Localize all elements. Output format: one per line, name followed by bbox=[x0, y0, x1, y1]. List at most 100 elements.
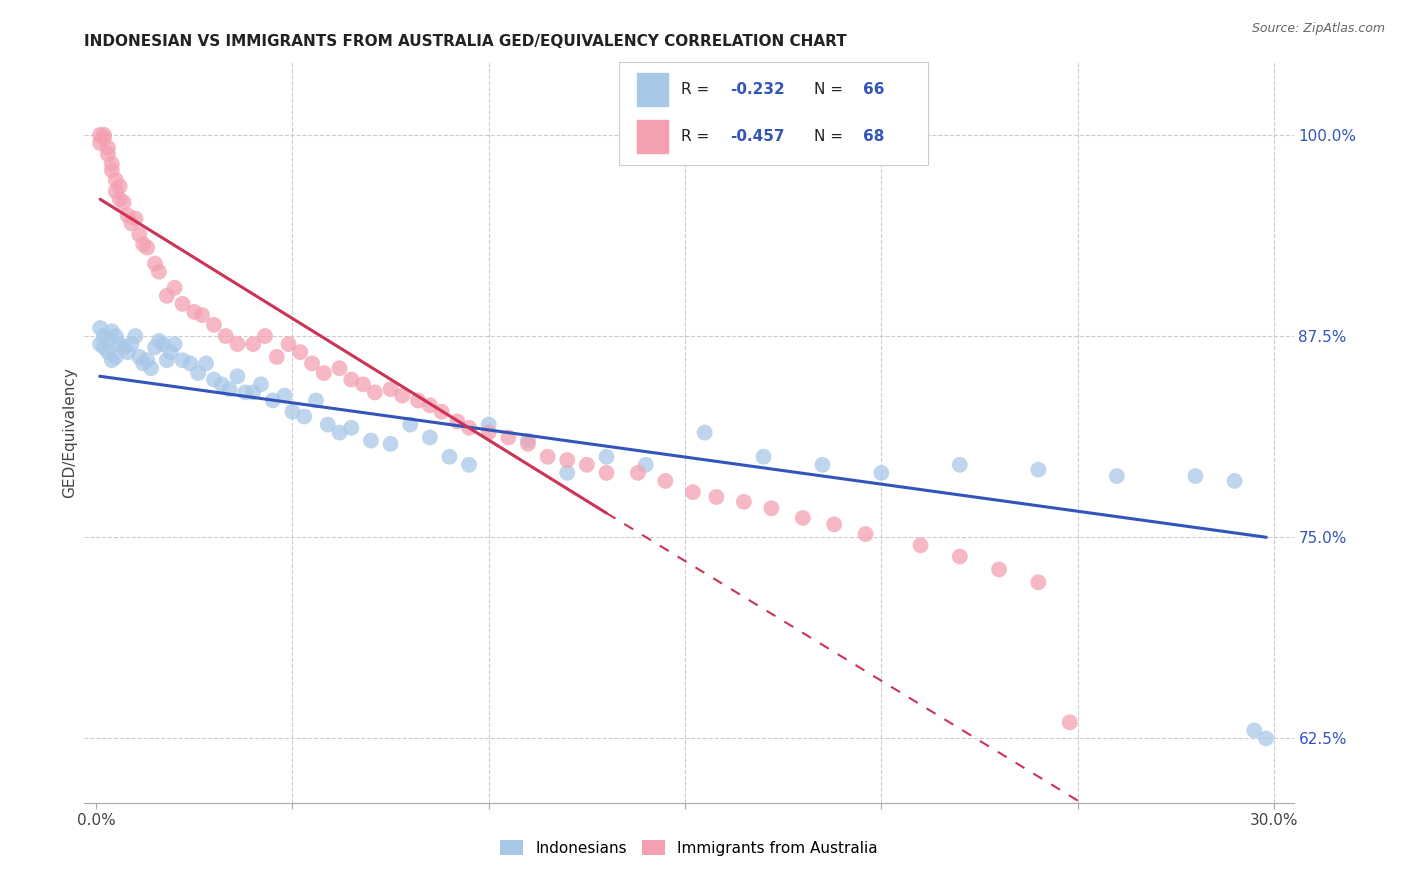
Point bbox=[406, 393, 429, 408]
Point bbox=[101, 157, 124, 171]
Point bbox=[1059, 715, 1081, 730]
Point bbox=[301, 356, 323, 370]
Point bbox=[156, 289, 179, 303]
Point bbox=[273, 389, 295, 403]
Point bbox=[132, 237, 155, 252]
Point bbox=[152, 337, 174, 351]
Text: 66: 66 bbox=[863, 81, 884, 96]
Point bbox=[328, 361, 350, 376]
Point bbox=[262, 393, 284, 408]
Point bbox=[855, 527, 877, 541]
Point bbox=[910, 538, 932, 552]
Point bbox=[136, 240, 159, 254]
Point bbox=[360, 434, 382, 448]
Point bbox=[101, 163, 124, 178]
Point bbox=[792, 511, 814, 525]
Point bbox=[163, 337, 186, 351]
Point bbox=[132, 356, 155, 370]
Point bbox=[121, 216, 143, 230]
Point bbox=[458, 421, 481, 435]
Point bbox=[627, 466, 650, 480]
Point bbox=[312, 366, 335, 380]
Bar bbox=[637, 73, 668, 105]
Text: R =: R = bbox=[681, 81, 714, 96]
Point bbox=[949, 549, 972, 564]
Point bbox=[108, 192, 131, 206]
Point bbox=[811, 458, 834, 472]
Point bbox=[634, 458, 657, 472]
Point bbox=[253, 329, 276, 343]
Point bbox=[89, 128, 111, 142]
Point bbox=[97, 334, 120, 348]
Point bbox=[226, 369, 249, 384]
Point bbox=[266, 350, 288, 364]
Point bbox=[1105, 469, 1128, 483]
Point bbox=[281, 405, 304, 419]
Point bbox=[202, 372, 225, 386]
Point bbox=[380, 437, 402, 451]
Point bbox=[195, 356, 218, 370]
Point bbox=[218, 382, 240, 396]
Point bbox=[124, 211, 146, 226]
Point bbox=[555, 453, 578, 467]
Point bbox=[89, 321, 111, 335]
Point bbox=[1223, 474, 1246, 488]
Point bbox=[104, 350, 127, 364]
Point bbox=[352, 377, 374, 392]
FancyBboxPatch shape bbox=[619, 62, 928, 165]
Point bbox=[340, 372, 363, 386]
Point bbox=[89, 136, 111, 150]
Point bbox=[693, 425, 716, 440]
Point bbox=[761, 501, 783, 516]
Point bbox=[446, 414, 468, 428]
Point bbox=[439, 450, 461, 464]
Point bbox=[226, 337, 249, 351]
Point bbox=[233, 385, 256, 400]
Point bbox=[104, 184, 127, 198]
Point bbox=[517, 437, 540, 451]
Point bbox=[1184, 469, 1206, 483]
Point bbox=[89, 337, 111, 351]
Point bbox=[1254, 731, 1277, 746]
Point bbox=[419, 398, 441, 412]
Point bbox=[555, 466, 578, 480]
Point bbox=[595, 450, 617, 464]
Point bbox=[242, 385, 264, 400]
Point bbox=[419, 430, 441, 444]
Point bbox=[136, 353, 159, 368]
Point bbox=[117, 345, 139, 359]
Point bbox=[183, 305, 205, 319]
Point bbox=[536, 450, 558, 464]
Point bbox=[870, 466, 893, 480]
Point bbox=[163, 281, 186, 295]
Point bbox=[949, 458, 972, 472]
Point bbox=[104, 329, 127, 343]
Point bbox=[97, 141, 120, 155]
Text: R =: R = bbox=[681, 128, 714, 144]
Point bbox=[399, 417, 422, 432]
Point bbox=[517, 434, 540, 448]
Point bbox=[104, 173, 127, 187]
Point bbox=[823, 517, 845, 532]
Point bbox=[391, 389, 413, 403]
Point bbox=[121, 337, 143, 351]
Text: N =: N = bbox=[814, 81, 848, 96]
Point bbox=[172, 297, 194, 311]
Point bbox=[97, 345, 120, 359]
Point bbox=[1243, 723, 1265, 738]
Point bbox=[364, 385, 387, 400]
Point bbox=[340, 421, 363, 435]
Text: INDONESIAN VS IMMIGRANTS FROM AUSTRALIA GED/EQUIVALENCY CORRELATION CHART: INDONESIAN VS IMMIGRANTS FROM AUSTRALIA … bbox=[84, 34, 846, 49]
Point bbox=[654, 474, 676, 488]
Point bbox=[595, 466, 617, 480]
Point bbox=[172, 353, 194, 368]
Point bbox=[277, 337, 299, 351]
Point bbox=[112, 340, 135, 354]
Point bbox=[108, 337, 131, 351]
Point bbox=[290, 345, 312, 359]
Point bbox=[159, 345, 181, 359]
Point bbox=[101, 324, 124, 338]
Point bbox=[93, 131, 115, 145]
Point bbox=[191, 308, 214, 322]
Point bbox=[93, 340, 115, 354]
